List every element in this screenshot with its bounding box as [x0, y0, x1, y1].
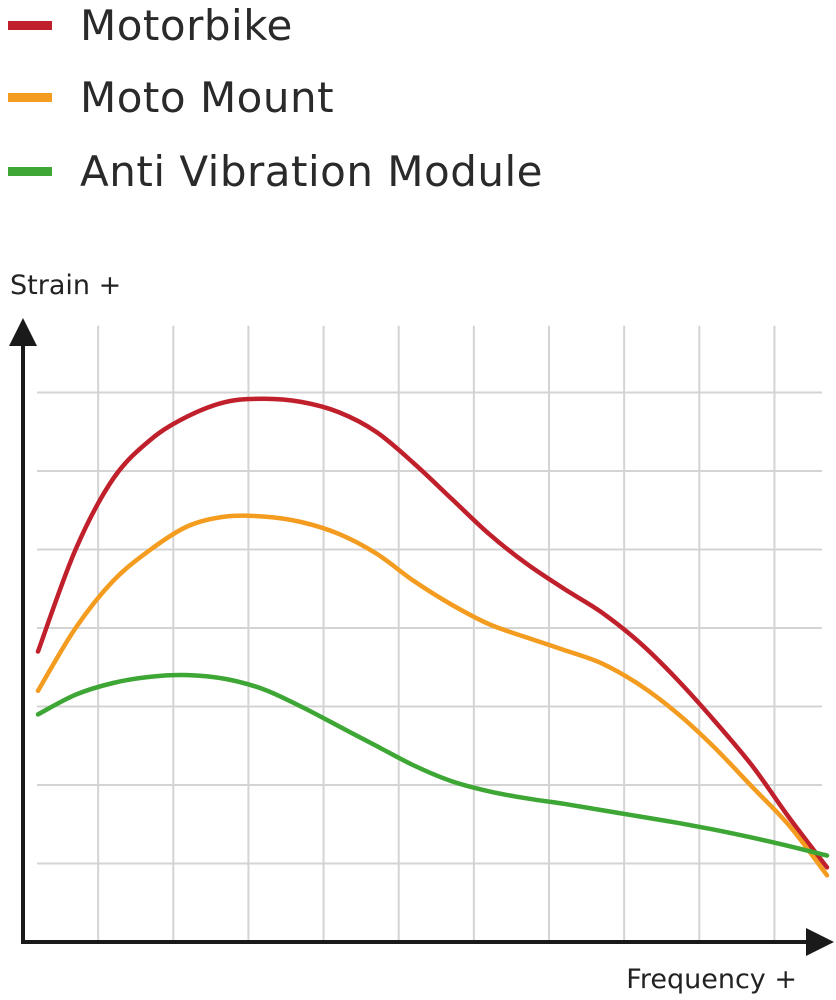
legend-item-moto-mount: Moto Mount — [8, 72, 334, 122]
chart-series — [35, 396, 830, 878]
x-axis-arrow — [806, 928, 834, 956]
y-axis-arrow — [9, 318, 37, 346]
legend-label-moto-mount: Moto Mount — [80, 72, 335, 122]
legend-swatch-motorbike — [8, 20, 52, 30]
y-axis-label: Strain + — [10, 270, 121, 301]
legend-swatch-moto-mount — [8, 92, 52, 102]
series-line-moto-mount — [35, 513, 830, 878]
legend-item-anti-vibration-module: Anti Vibration Module — [8, 146, 543, 196]
legend-swatch-anti-vibration-module — [8, 166, 52, 176]
chart-axes — [9, 318, 834, 956]
chart-grid — [37, 325, 822, 942]
series-line-motorbike — [35, 396, 830, 870]
legend-label-motorbike: Motorbike — [80, 0, 293, 50]
legend-item-motorbike: Motorbike — [8, 0, 293, 50]
legend-label-anti-vibration-module: Anti Vibration Module — [80, 146, 544, 196]
series-line-anti-vibration-module — [35, 672, 830, 858]
x-axis-label: Frequency + — [626, 964, 797, 995]
